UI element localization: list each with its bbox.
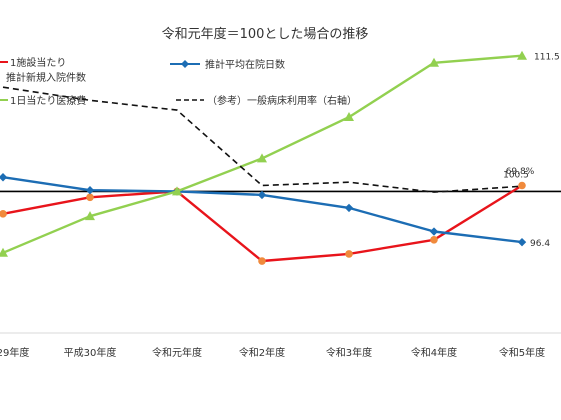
series-1-point-0 <box>0 173 8 182</box>
series-2-point-4 <box>344 112 354 122</box>
series-1-point-4 <box>344 203 354 213</box>
x-axis-labels: 29年度 平成30年度 令和元年度 令和2年度 令和3年度 令和4年度 令和5年度 <box>0 346 545 359</box>
series-0-point-5 <box>430 235 438 244</box>
series-1-point-6 <box>517 237 527 247</box>
x-tick-label-1: 平成30年度 <box>64 346 117 359</box>
legend-item-daily-cost: 1日当たり医療費 <box>0 94 86 107</box>
series-1-point-1 <box>85 186 95 195</box>
data-label-0: 111.5 <box>534 53 560 63</box>
series-2-point-0 <box>0 247 8 257</box>
x-tick-label-2: 令和元年度 <box>152 346 202 359</box>
legend-label-length-of-stay: 推計平均在院日数 <box>205 58 285 71</box>
series-line-1 <box>2 176 523 244</box>
series-1-point-3 <box>257 190 267 200</box>
data-label-3: 96.4 <box>530 239 550 249</box>
data-labels: 111.5 69.8%100.5 96.4 <box>503 53 560 249</box>
series-0-point-6 <box>518 181 526 190</box>
legend-item-inpatient-cases: 1施設当たり 推計新規入院件数 <box>0 56 86 84</box>
series-2-point-6 <box>517 50 527 60</box>
legend-label-inpatient-cases-line1: 1施設当たり <box>10 56 66 69</box>
series-2-point-2 <box>172 186 182 196</box>
series-line-2 <box>2 54 523 254</box>
series-0-point-3 <box>258 257 266 265</box>
legend-marker-length-of-stay <box>181 60 189 68</box>
x-tick-label-3: 令和2年度 <box>239 346 285 359</box>
series-2-point-5 <box>429 57 439 67</box>
x-tick-label-6: 令和5年度 <box>499 346 545 359</box>
legend-item-length-of-stay: 推計平均在院日数 <box>170 58 285 71</box>
legend: 1施設当たり 推計新規入院件数 推計平均在院日数 1日当たり医療費 （参考）一般… <box>0 56 357 107</box>
series-0-point-0 <box>0 210 7 218</box>
series-layer <box>0 50 527 265</box>
x-tick-label-4: 令和3年度 <box>326 346 372 359</box>
data-label-1: 69.8% <box>506 167 535 177</box>
legend-label-daily-cost: 1日当たり医療費 <box>10 94 86 107</box>
data-label-2: 100.5 <box>503 171 529 181</box>
x-tick-label-0: 29年度 <box>0 346 29 359</box>
legend-label-bed-occupancy: （参考）一般病床利用率（右軸） <box>207 94 357 107</box>
series-0-point-1 <box>86 193 94 202</box>
series-1-point-5 <box>429 227 439 236</box>
series-line-3 <box>2 86 523 193</box>
chart-title: 令和元年度＝100とした場合の推移 <box>162 26 369 42</box>
legend-label-inpatient-cases-line2: 推計新規入院件数 <box>6 71 86 84</box>
x-tick-label-5: 令和4年度 <box>411 346 457 359</box>
series-0-point-4 <box>345 250 353 258</box>
legend-item-bed-occupancy: （参考）一般病床利用率（右軸） <box>176 94 357 107</box>
series-2-point-1 <box>85 211 95 221</box>
series-2-point-3 <box>257 153 267 163</box>
